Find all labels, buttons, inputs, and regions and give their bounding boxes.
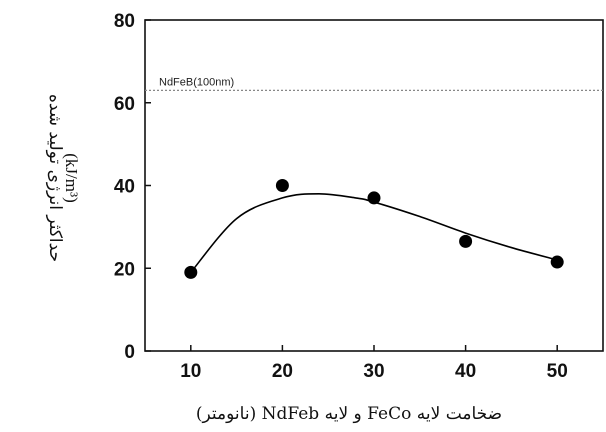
- y-axis-title: حداکثر انرژی تولید شده: [45, 94, 65, 262]
- x-tick-label: 10: [180, 361, 201, 382]
- y-axis-unit: (kJ/m³): [62, 153, 81, 202]
- data-point: [550, 255, 564, 269]
- data-point: [367, 191, 381, 205]
- y-tick-label: 60: [114, 94, 135, 115]
- y-tick-label: 40: [114, 177, 135, 198]
- x-tick-label: 40: [455, 361, 476, 382]
- x-tick-label: 20: [272, 361, 293, 382]
- data-point: [275, 179, 289, 192]
- x-tick-label: 50: [547, 361, 568, 382]
- data-point: [459, 234, 473, 248]
- y-tick-label: 20: [114, 259, 135, 280]
- y-tick-label: 0: [124, 342, 135, 363]
- y-tick-label: 80: [114, 11, 135, 32]
- plot-frame: [144, 19, 604, 352]
- x-axis-title: ضخامت لایه FeCo و لایه NdFeb (نانومتر): [196, 404, 502, 424]
- data-point: [184, 265, 198, 279]
- data-points: [184, 179, 564, 279]
- fit-curve: [190, 192, 558, 273]
- x-tick-label: 30: [363, 361, 384, 382]
- axis-ticks: [145, 19, 558, 352]
- axis-tick-labels: 10 20 30 40 50 0 20 40 60 80: [114, 11, 568, 382]
- reference-line-label: NdFeB(100nm): [159, 76, 234, 88]
